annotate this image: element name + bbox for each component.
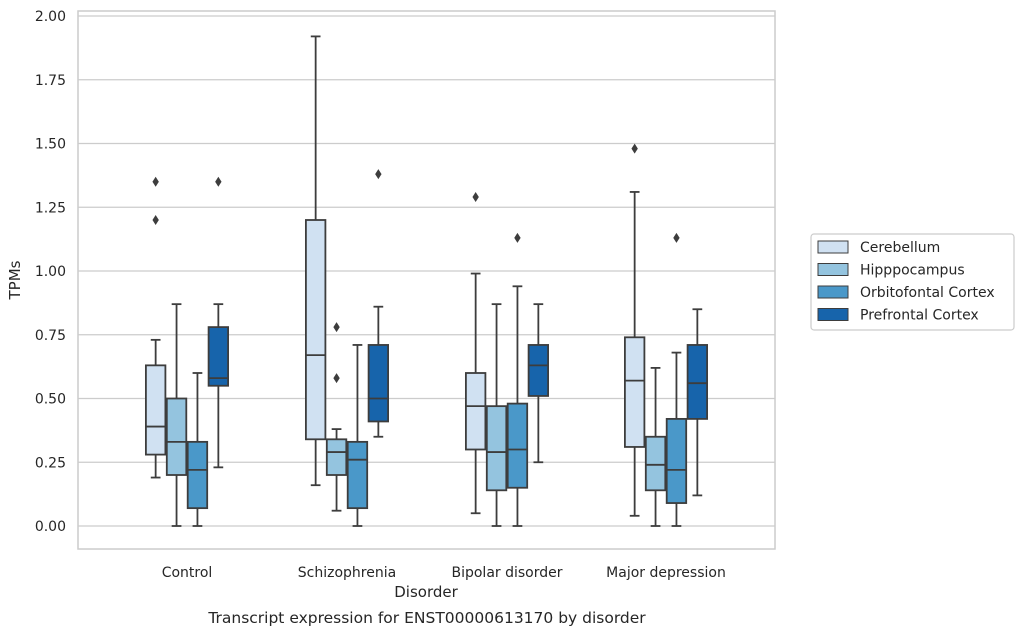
outlier-marker — [215, 176, 222, 187]
chart-caption: Transcript expression for ENST0000061317… — [207, 609, 646, 627]
iqr-box — [527, 344, 549, 397]
outlier-marker — [333, 373, 340, 384]
iqr-box — [644, 435, 667, 492]
outlier-marker — [375, 169, 382, 180]
box-orbitofontal-cortex — [506, 232, 529, 527]
iqr-box — [165, 397, 188, 476]
y-tick-label: 1.75 — [35, 73, 66, 89]
iqr-box — [485, 405, 508, 492]
x-tick-label: Bipolar disorder — [451, 565, 562, 581]
x-tick-label: Control — [162, 565, 213, 581]
outlier-marker — [673, 232, 680, 243]
iqr-box — [367, 344, 390, 423]
plot-frame — [77, 10, 776, 550]
box-prefrontal-cortex — [527, 303, 549, 464]
legend-label: Cerebellum — [860, 240, 940, 256]
y-tick-label: 1.50 — [35, 137, 66, 153]
box-hipppocampus — [485, 303, 508, 527]
legend-swatch — [817, 308, 849, 321]
iqr-box — [624, 336, 646, 448]
x-tick-label: Major depression — [606, 565, 726, 581]
iqr-box — [686, 344, 708, 420]
iqr-box — [665, 417, 688, 504]
legend: Cerebellum Hipppocampus Orbitofontal Corte… — [810, 233, 1015, 331]
box-hipppocampus — [644, 366, 667, 527]
axis-layer: 0.00 0.25 0.50 0.75 1.00 1.25 1.50 1.75 2.00 Cont… — [35, 9, 726, 581]
box-orbitofontal-cortex — [186, 372, 209, 527]
outlier-marker — [152, 176, 159, 187]
outlier-marker — [631, 143, 638, 154]
outlier-marker — [152, 215, 159, 225]
iqr-box — [144, 364, 167, 456]
y-axis-title: TPMs — [6, 260, 24, 300]
legend-swatch — [817, 263, 849, 276]
legend-label: Hipppocampus — [860, 263, 965, 279]
box-prefrontal-cortex — [367, 169, 390, 438]
outlier-marker — [333, 322, 340, 333]
box-prefrontal-cortex — [207, 176, 230, 469]
iqr-box — [346, 440, 369, 510]
y-tick-label: 1.25 — [35, 200, 66, 216]
legend-swatch — [817, 285, 849, 299]
box-cerebellum — [464, 192, 487, 515]
outlier-marker — [514, 232, 521, 243]
box-layer — [144, 35, 708, 527]
legend-swatch — [817, 240, 849, 254]
legend-label: Prefrontal Cortex — [860, 308, 979, 324]
y-tick-label: 0.00 — [35, 519, 66, 535]
iqr-box — [464, 372, 487, 451]
box-prefrontal-cortex — [686, 308, 708, 497]
box-cerebellum — [624, 143, 646, 517]
box-orbitofontal-cortex — [346, 344, 369, 527]
box-cerebellum — [304, 35, 327, 487]
y-tick-label: 0.75 — [35, 328, 66, 344]
box-hipppocampus — [325, 322, 348, 512]
y-tick-label: 0.50 — [35, 392, 66, 408]
y-tick-label: 2.00 — [35, 9, 66, 25]
box-orbitofontal-cortex — [665, 232, 688, 527]
box-cerebellum — [144, 176, 167, 479]
x-axis-title: Disorder — [394, 583, 458, 601]
legend-frame — [810, 233, 1015, 331]
iqr-box — [506, 402, 529, 489]
y-tick-label: 1.00 — [35, 264, 66, 280]
y-tick-label: 0.25 — [35, 455, 66, 471]
outlier-marker — [472, 192, 479, 203]
legend-label: Orbitofontal Cortex — [860, 285, 995, 301]
box-hipppocampus — [165, 303, 188, 527]
iqr-box — [325, 438, 348, 476]
iqr-box — [304, 219, 327, 441]
iqr-box — [207, 326, 230, 387]
iqr-box — [186, 440, 209, 510]
x-tick-label: Schizophrenia — [298, 565, 396, 581]
